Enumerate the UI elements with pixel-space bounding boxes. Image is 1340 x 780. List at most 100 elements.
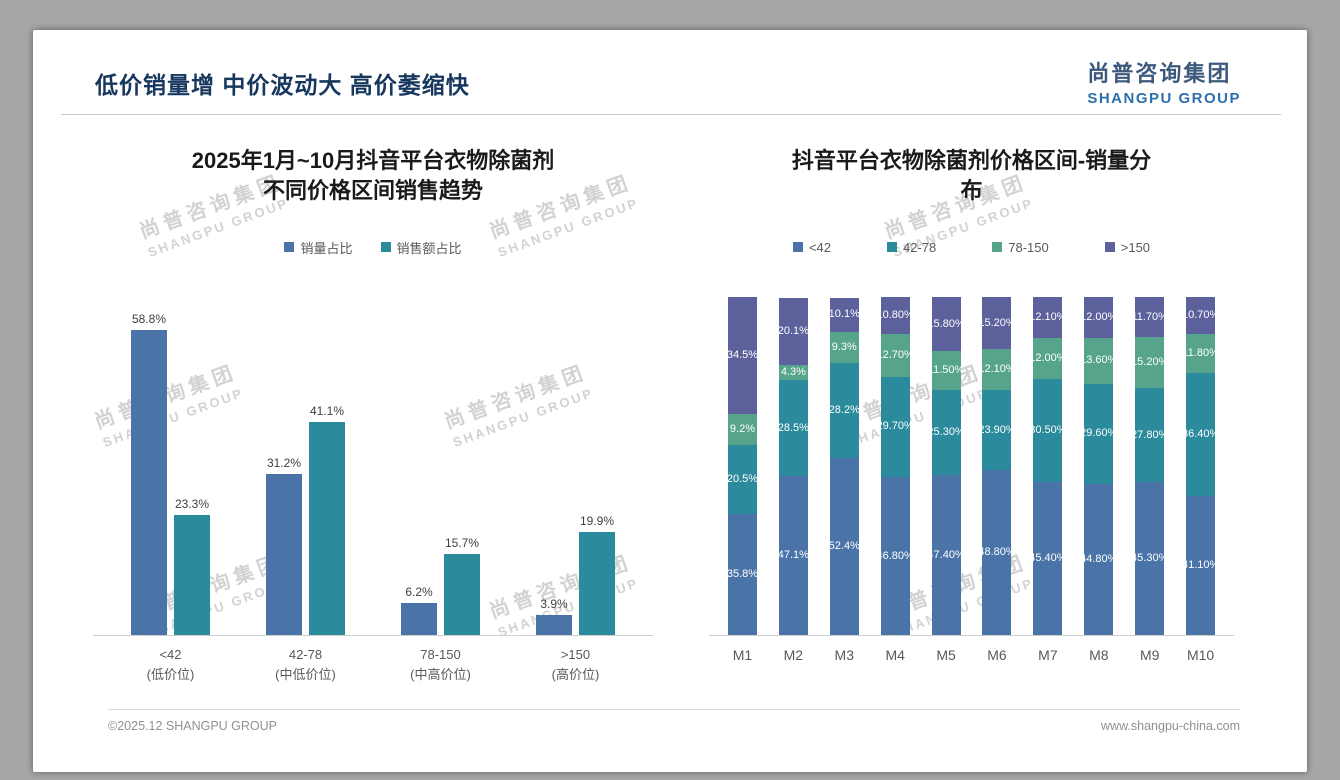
stack-segment: 47.1% (778, 476, 808, 636)
segment-value-label: 47.1% (778, 549, 808, 562)
segment-value-label: 47.40% (932, 548, 961, 561)
segment-value-label: 23.90% (982, 423, 1011, 436)
bar-wrap: 31.2% (266, 456, 302, 636)
bar-value-label: 15.7% (444, 535, 480, 550)
stack-segment: 11.50% (931, 350, 961, 390)
segment-value-label: 29.60% (1084, 427, 1113, 440)
segment-value-label: 35.8% (727, 568, 757, 581)
stacked-bar-M3: 52.4% 28.2% 9.3% 10.1% (819, 297, 870, 636)
segment-value-label: 41.10% (1186, 559, 1215, 572)
stack-segment: 20.5% (727, 445, 757, 515)
category-label: >150 (高价位) (551, 647, 600, 682)
segment-value-label: 11.70% (1135, 310, 1164, 323)
category-label: M1 (732, 647, 753, 664)
stack-segment: 12.10% (1033, 297, 1063, 339)
segment-value-label: 28.2% (829, 404, 859, 417)
bar-销售额占比 (444, 553, 480, 636)
segment-value-label: 12.70% (881, 348, 910, 361)
stacked-bar-M10: 41.10% 36.40% 11.80% 10.70% (1175, 297, 1226, 636)
stack-segment: 10.1% (829, 297, 859, 332)
segment-value-label: 25.30% (932, 425, 961, 438)
legend-item: >150 (1104, 240, 1150, 255)
stack-segment: 41.10% (1186, 496, 1216, 636)
stacked-bar-M8: 44.80% 29.60% 13.60% 12.00% (1073, 297, 1124, 636)
legend-label: 销量占比 (300, 240, 353, 256)
stacked-bar-M9: 45.30% 27.80% 15.20% 11.70% (1124, 297, 1175, 636)
stack-segment: 12.70% (880, 333, 910, 377)
slide-footer: ©2025.12 SHANGPU GROUP www.shangpu-china… (108, 709, 1240, 733)
bar-group: 31.2% 41.1% (266, 404, 345, 636)
bar-销量占比 (266, 473, 302, 636)
legend-item: <42 (792, 240, 831, 255)
segment-value-label: 45.40% (1033, 552, 1062, 565)
stacked-bar-M1: 35.8% 20.5% 9.2% 34.5% (717, 297, 768, 636)
stack-segment: 12.10% (982, 348, 1012, 390)
segment-value-label: 12.10% (1033, 311, 1062, 324)
segment-value-label: 28.5% (778, 421, 808, 434)
stack-segment: 12.00% (1033, 338, 1063, 379)
stack-segment: 12.00% (1084, 297, 1114, 338)
stacked-bar-M7: 45.40% 30.50% 12.00% 12.10% (1022, 297, 1073, 636)
left-chart-legend: 销量占比 销售额占比 (93, 238, 653, 257)
stack-segment: 11.80% (1186, 333, 1216, 374)
bar-value-label: 19.9% (579, 514, 615, 529)
segment-value-label: 11.80% (1186, 347, 1215, 360)
category-label: M3 (834, 647, 854, 664)
stack-segment: 34.5% (727, 297, 757, 414)
stack-segment: 29.70% (880, 376, 910, 478)
stack-segment: 4.3% (778, 365, 808, 380)
stack-segment: 27.80% (1135, 388, 1165, 483)
legend-item: 销售额占比 (380, 238, 462, 257)
segment-value-label: 45.30% (1135, 552, 1164, 565)
legend-swatch-icon (284, 242, 295, 253)
stacked-bar-M2: 47.1% 28.5% 4.3% 20.1% (768, 297, 819, 636)
stack-segment: 28.2% (829, 362, 859, 459)
legend-swatch-icon (992, 242, 1003, 253)
bar-group: 6.2% 15.7% (401, 535, 480, 636)
bar-value-label: 6.2% (405, 585, 433, 600)
bar-wrap: 41.1% (309, 404, 345, 636)
bar-group: 58.8% 23.3% (131, 312, 210, 636)
segment-value-label: 48.80% (982, 546, 1011, 559)
segment-value-label: 52.4% (829, 540, 859, 553)
stack-segment: 45.40% (1033, 481, 1063, 636)
category-label: <42 (低价位) (146, 647, 195, 682)
bar-value-label: 58.8% (131, 312, 167, 327)
segment-value-label: 15.20% (982, 316, 1011, 329)
legend-label: 42-78 (903, 239, 937, 255)
stack-segment: 23.90% (982, 389, 1012, 471)
bar-wrap: 15.7% (444, 535, 480, 636)
legend-item: 78-150 (992, 240, 1049, 255)
bar-销售额占比 (579, 532, 615, 636)
segment-value-label: 15.20% (1135, 356, 1164, 369)
legend-item: 42-78 (887, 240, 936, 255)
category-label: 42-78 (中低价位) (275, 647, 336, 682)
stack-segment: 52.4% (829, 458, 859, 636)
bar-wrap: 58.8% (131, 312, 167, 636)
bar-wrap: 23.3% (174, 497, 210, 636)
left-chart-plot: 58.8% 23.3% 31.2% 41.1% 6.2% 15.7% 3.9% 19.9% (93, 299, 653, 637)
segment-value-label: 10.70% (1186, 309, 1215, 321)
category-label: M7 (1038, 647, 1058, 664)
stack-segment: 28.5% (778, 379, 808, 477)
footer-website: www.shangpu-china.com (1101, 719, 1240, 733)
bar-销售额占比 (309, 422, 345, 636)
stack-segment: 11.70% (1135, 297, 1165, 337)
segment-value-label: 46.80% (881, 549, 910, 562)
stack-segment: 47.40% (931, 475, 961, 636)
segment-value-label: 44.80% (1084, 553, 1113, 566)
page-title: 低价销量增 中价波动大 高价萎缩快 (95, 72, 470, 98)
category-label: M9 (1139, 647, 1160, 664)
segment-value-label: 4.3% (780, 366, 806, 379)
segment-value-label: 15.80% (932, 317, 961, 330)
stack-segment: 36.40% (1186, 373, 1216, 497)
segment-value-label: 11.50% (932, 363, 961, 376)
header-divider (61, 114, 1281, 115)
bar-group: 3.9% 19.9% (536, 514, 615, 636)
bar-value-label: 23.3% (174, 496, 210, 511)
segment-value-label: 20.5% (727, 473, 757, 486)
footer-copyright: ©2025.12 SHANGPU GROUP (108, 719, 277, 733)
logo-text-cn: 尚普咨询集团 (1087, 61, 1232, 86)
bar-销量占比 (401, 603, 437, 636)
bar-value-label: 41.1% (309, 404, 345, 419)
